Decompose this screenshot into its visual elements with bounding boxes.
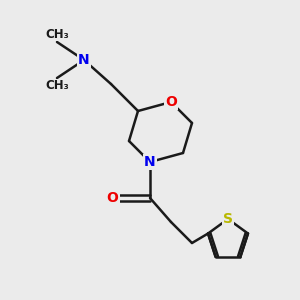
Text: N: N bbox=[78, 53, 90, 67]
Text: CH₃: CH₃ bbox=[45, 28, 69, 40]
Text: O: O bbox=[106, 191, 119, 205]
Text: O: O bbox=[165, 95, 177, 109]
Text: N: N bbox=[144, 155, 156, 169]
Text: S: S bbox=[223, 212, 233, 226]
Text: CH₃: CH₃ bbox=[45, 80, 69, 92]
